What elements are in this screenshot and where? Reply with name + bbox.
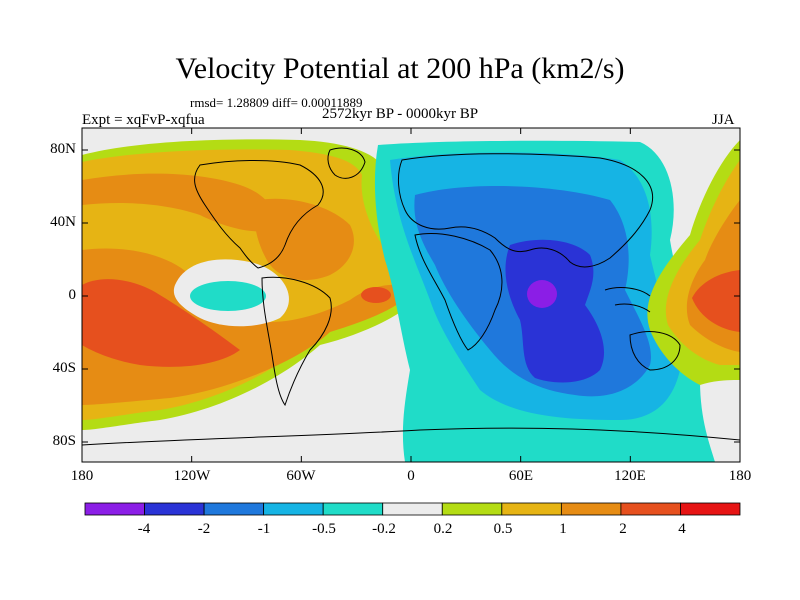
- colorbar-box: [560, 502, 622, 516]
- lon-label-120e: 120E: [614, 468, 646, 484]
- lon-label-180e: 180: [728, 468, 752, 484]
- colorbar: [84, 502, 741, 516]
- north-america-coast: [194, 159, 324, 269]
- negative-region-2: [505, 239, 605, 383]
- colorbar-box: [680, 502, 741, 516]
- colorbar-label: 4: [678, 521, 686, 537]
- colorbar-label: 2: [619, 521, 627, 537]
- lon-label-0: 0: [407, 468, 415, 484]
- eurasia-coast: [397, 153, 653, 268]
- colorbar-label: -4: [137, 521, 151, 537]
- period-label: 2572kyr BP - 0000kyr BP: [322, 106, 479, 122]
- colorbar-label: -2: [197, 521, 211, 537]
- lat-label-40n: 40N: [50, 214, 76, 230]
- positive-region-2: [82, 279, 240, 367]
- stats-text: rmsd= 1.28809 diff= 0.00011889: [190, 95, 363, 110]
- colorbar-box: [501, 502, 562, 516]
- colorbar-box: [620, 502, 681, 516]
- positive-region-1-central: [254, 198, 354, 281]
- lon-label-120w: 120W: [173, 468, 211, 484]
- australia-coast: [629, 331, 681, 371]
- indonesia-coast: [604, 287, 651, 313]
- coastline-layer: [82, 147, 740, 446]
- lon-label-180w: 180: [70, 468, 94, 484]
- colorbar-box: [144, 502, 205, 516]
- colorbar-label: 0.5: [493, 521, 513, 537]
- negative-region-eastpacific-core: [190, 281, 266, 311]
- south-america-coast: [261, 276, 332, 407]
- colorbar-label: -1: [257, 521, 271, 537]
- lon-label-60w: 60W: [286, 468, 316, 484]
- colorbar-box: [203, 502, 265, 516]
- colorbar-box: [263, 502, 324, 516]
- lat-label-80s: 80S: [52, 433, 76, 449]
- lat-label-eq: 0: [68, 287, 77, 303]
- antarctica-coast: [82, 427, 740, 446]
- lat-label-40s: 40S: [52, 360, 76, 376]
- colorbar-box: [84, 502, 145, 516]
- map-title: Velocity Potential at 200 hPa (km2/s): [175, 52, 625, 85]
- colorbar-label: -0.5: [312, 521, 336, 537]
- contour-fill-layer: [82, 128, 740, 462]
- colorbar-box: [322, 502, 384, 516]
- lon-label-60e: 60E: [508, 468, 534, 484]
- colorbar-label: 1: [559, 521, 567, 537]
- season-label: JJA: [712, 112, 735, 128]
- colorbar-label: 0.2: [433, 521, 453, 537]
- colorbar-box: [382, 502, 443, 516]
- negative-region-4: [527, 280, 557, 308]
- lat-label-80n: 80N: [50, 141, 76, 157]
- positive-region-1-north: [82, 173, 274, 232]
- greenland-coast: [327, 147, 366, 179]
- axis-ticks: [81, 128, 741, 462]
- positive-region-2-atlantic: [361, 287, 391, 303]
- colorbar-label: -0.2: [372, 521, 396, 537]
- experiment-label: Expt = xqFvP-xqfua: [82, 112, 205, 128]
- africa-coast: [414, 232, 503, 351]
- positive-region-wpac-2: [692, 270, 740, 332]
- colorbar-box: [441, 502, 503, 516]
